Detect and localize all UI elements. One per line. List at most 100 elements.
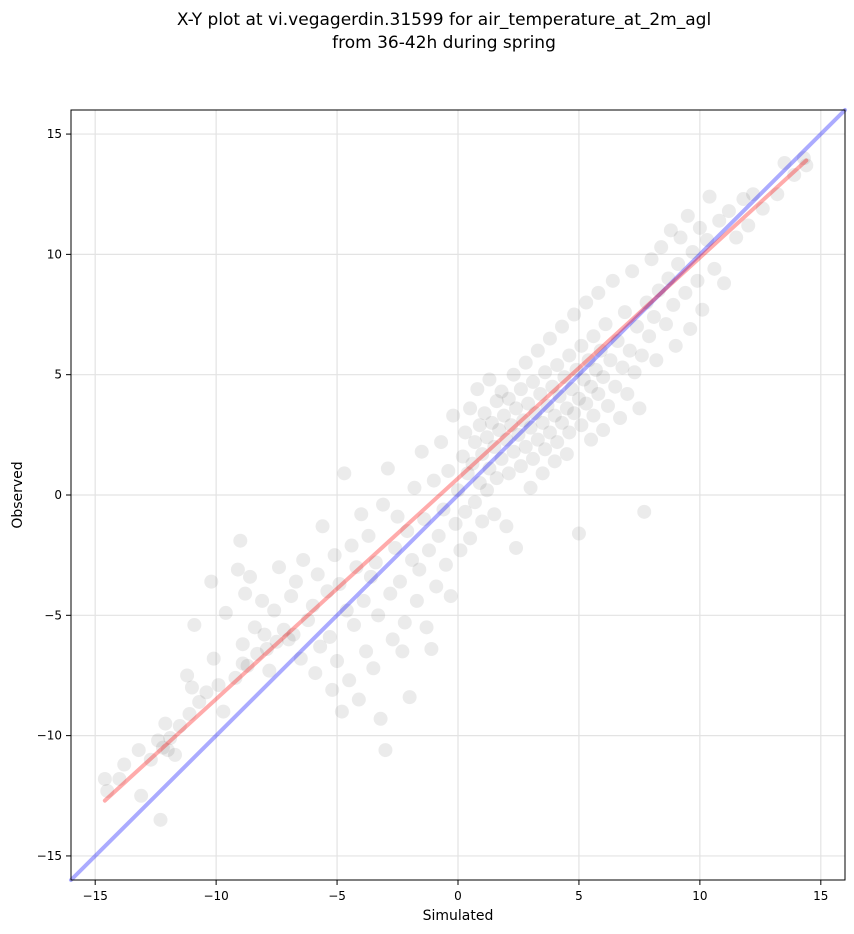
data-point [276,622,291,637]
data-point [334,704,349,719]
data-point [296,552,311,567]
data-point [642,329,657,344]
data-point [579,295,594,310]
data-point [172,719,187,733]
data-point [523,420,538,435]
y-tick-label: −15 [37,849,62,863]
data-point [419,620,434,635]
x-tick-label: 5 [575,889,583,903]
data-point [337,466,352,481]
data-point [230,562,245,577]
data-point [799,158,814,173]
data-point [155,740,170,755]
data-point [576,372,591,387]
data-point [499,519,514,534]
data-point [112,771,127,786]
data-point [586,329,601,344]
data-point [509,401,524,416]
data-point [518,439,533,454]
y-tick-label: 0 [54,488,62,502]
data-point [395,644,410,659]
data-point [547,408,562,423]
y-axis-label: Observed [10,461,26,528]
data-point [448,516,463,531]
data-point [429,579,444,594]
data-point [134,788,149,803]
data-point [467,435,482,450]
chart-title: X-Y plot at vi.vegagerdin.31599 for air_… [177,10,711,30]
x-axis-label: Simulated [423,908,494,924]
data-point [634,348,649,363]
data-point [545,379,560,394]
data-point [542,425,557,440]
data-point [562,348,577,363]
data-point [477,406,492,421]
data-point [668,338,683,353]
data-point [472,418,487,433]
data-point [349,560,364,575]
data-point [250,646,265,661]
data-point [443,589,458,604]
y-tick-label: 15 [47,127,62,141]
data-point [492,423,507,438]
data-point [622,343,637,358]
regression-line [102,158,809,803]
data-point [378,743,393,758]
data-point [741,218,756,233]
data-point [192,694,207,709]
data-point [451,483,465,498]
data-point [480,483,495,498]
data-point [523,480,538,495]
x-tick-label: −5 [328,889,346,903]
data-point [368,555,383,570]
data-point [463,401,478,416]
data-point [654,240,669,255]
data-point [346,617,361,632]
data-point [555,415,570,430]
fit-lines [69,108,847,882]
data-point [409,593,424,608]
data-point [525,374,540,389]
data-point [117,757,132,772]
data-point [431,528,446,543]
data-point [564,382,579,397]
data-point [293,651,308,666]
data-point [235,637,250,652]
data-point [533,386,548,401]
data-point [187,617,202,632]
y-tick-label: 10 [47,247,62,261]
data-point [361,528,376,543]
data-point [484,415,499,430]
data-point [525,451,540,466]
data-point [458,504,473,519]
data-point [363,569,378,584]
data-point [494,384,509,399]
x-tick-label: −15 [83,889,108,903]
data-point [487,439,502,454]
data-point [436,502,451,517]
data-point [516,413,531,428]
data-point [562,425,577,440]
data-point [692,220,707,235]
data-point [426,473,441,488]
data-point [308,666,323,681]
data-point [100,783,115,798]
data-point [569,362,584,377]
data-point [695,302,710,317]
x-tick-label: 0 [454,889,462,903]
data-point [637,504,652,519]
data-point [535,466,550,481]
data-point [267,603,282,618]
data-point [661,271,676,286]
chart-subtitle: from 36-42h during spring [332,33,556,53]
data-point [513,382,528,397]
data-point [721,204,736,219]
data-point [242,569,257,584]
data-point [603,353,618,368]
data-point [438,557,453,572]
data-point [588,362,603,377]
data-point [615,360,630,375]
data-point [455,449,470,464]
data-point [521,396,536,411]
data-point [729,230,744,245]
